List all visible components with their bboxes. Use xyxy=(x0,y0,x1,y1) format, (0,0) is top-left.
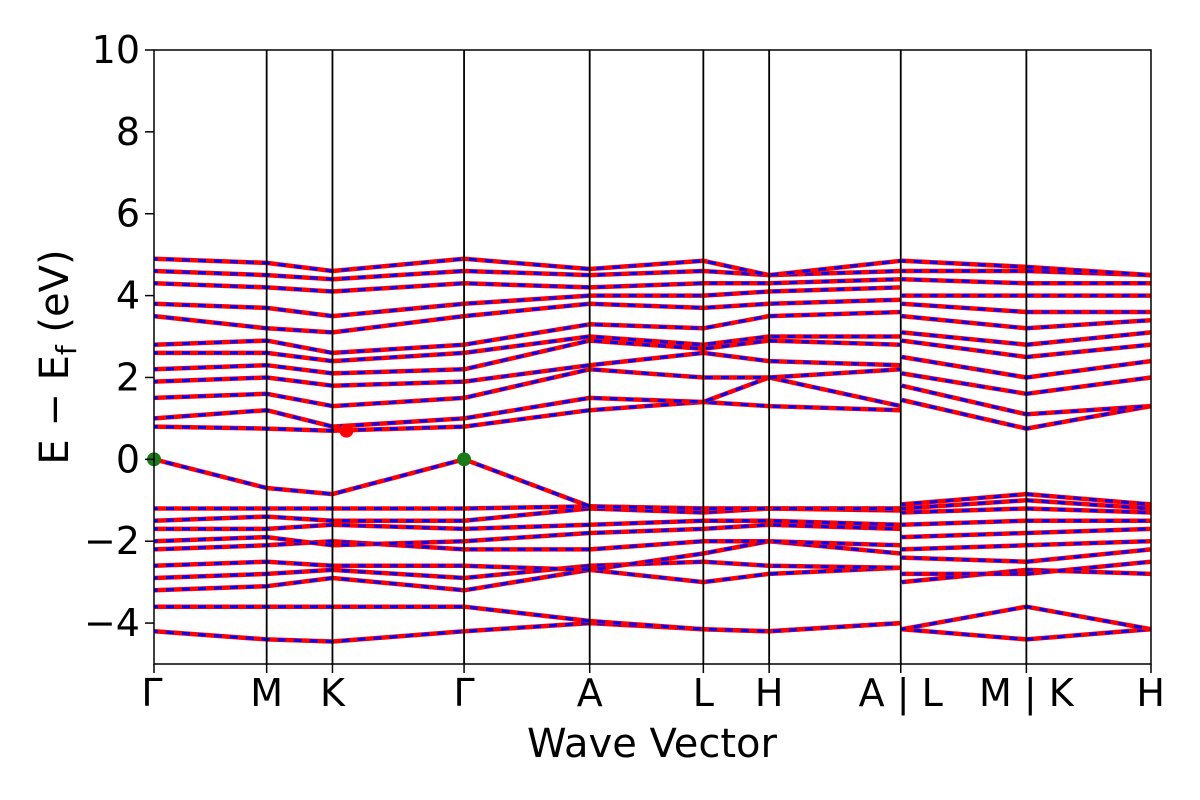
y-tick-label: 2 xyxy=(116,355,140,399)
x-tick-label: A | L xyxy=(859,671,943,716)
y-axis-label: E − Ef (eV) xyxy=(32,249,83,464)
y-tick-label: 8 xyxy=(116,110,140,154)
y-axis: −4 −2 0 2 4 6 8 10 xyxy=(84,28,154,645)
cbm-marker xyxy=(339,423,354,438)
y-tick-label: 10 xyxy=(92,28,140,72)
x-tick-label: A xyxy=(577,671,603,715)
y-tick-label: 4 xyxy=(116,274,140,318)
y-tick-label: −2 xyxy=(84,519,140,563)
y-tick-label: −4 xyxy=(84,601,140,645)
x-tick-label: Γ xyxy=(141,671,162,715)
x-tick-label: H xyxy=(1136,671,1165,715)
x-tick-label: M | K xyxy=(979,671,1075,716)
x-tick-label: K xyxy=(320,671,346,715)
vbm-marker xyxy=(457,452,472,467)
y-axis-label-subscript: f xyxy=(50,344,83,355)
x-tick-label: H xyxy=(755,671,784,715)
bands-layer xyxy=(153,256,1152,644)
x-tick-label: M xyxy=(250,671,283,715)
band-line-spin-up xyxy=(154,604,1152,634)
y-axis-label-unit: (eV) xyxy=(32,249,78,345)
y-tick-label: 0 xyxy=(116,437,140,481)
band-line-spin-down xyxy=(153,398,1152,433)
x-axis-label: Wave Vector xyxy=(527,721,778,767)
plot-frame xyxy=(153,49,1152,665)
x-tick-label: Γ xyxy=(453,671,474,715)
kpoint-lines xyxy=(265,50,1028,664)
band-edge-markers xyxy=(147,423,472,467)
y-axis-label-main: E − E xyxy=(32,355,78,465)
x-tick-label: L xyxy=(693,671,714,715)
y-tick-label: 6 xyxy=(116,192,140,236)
